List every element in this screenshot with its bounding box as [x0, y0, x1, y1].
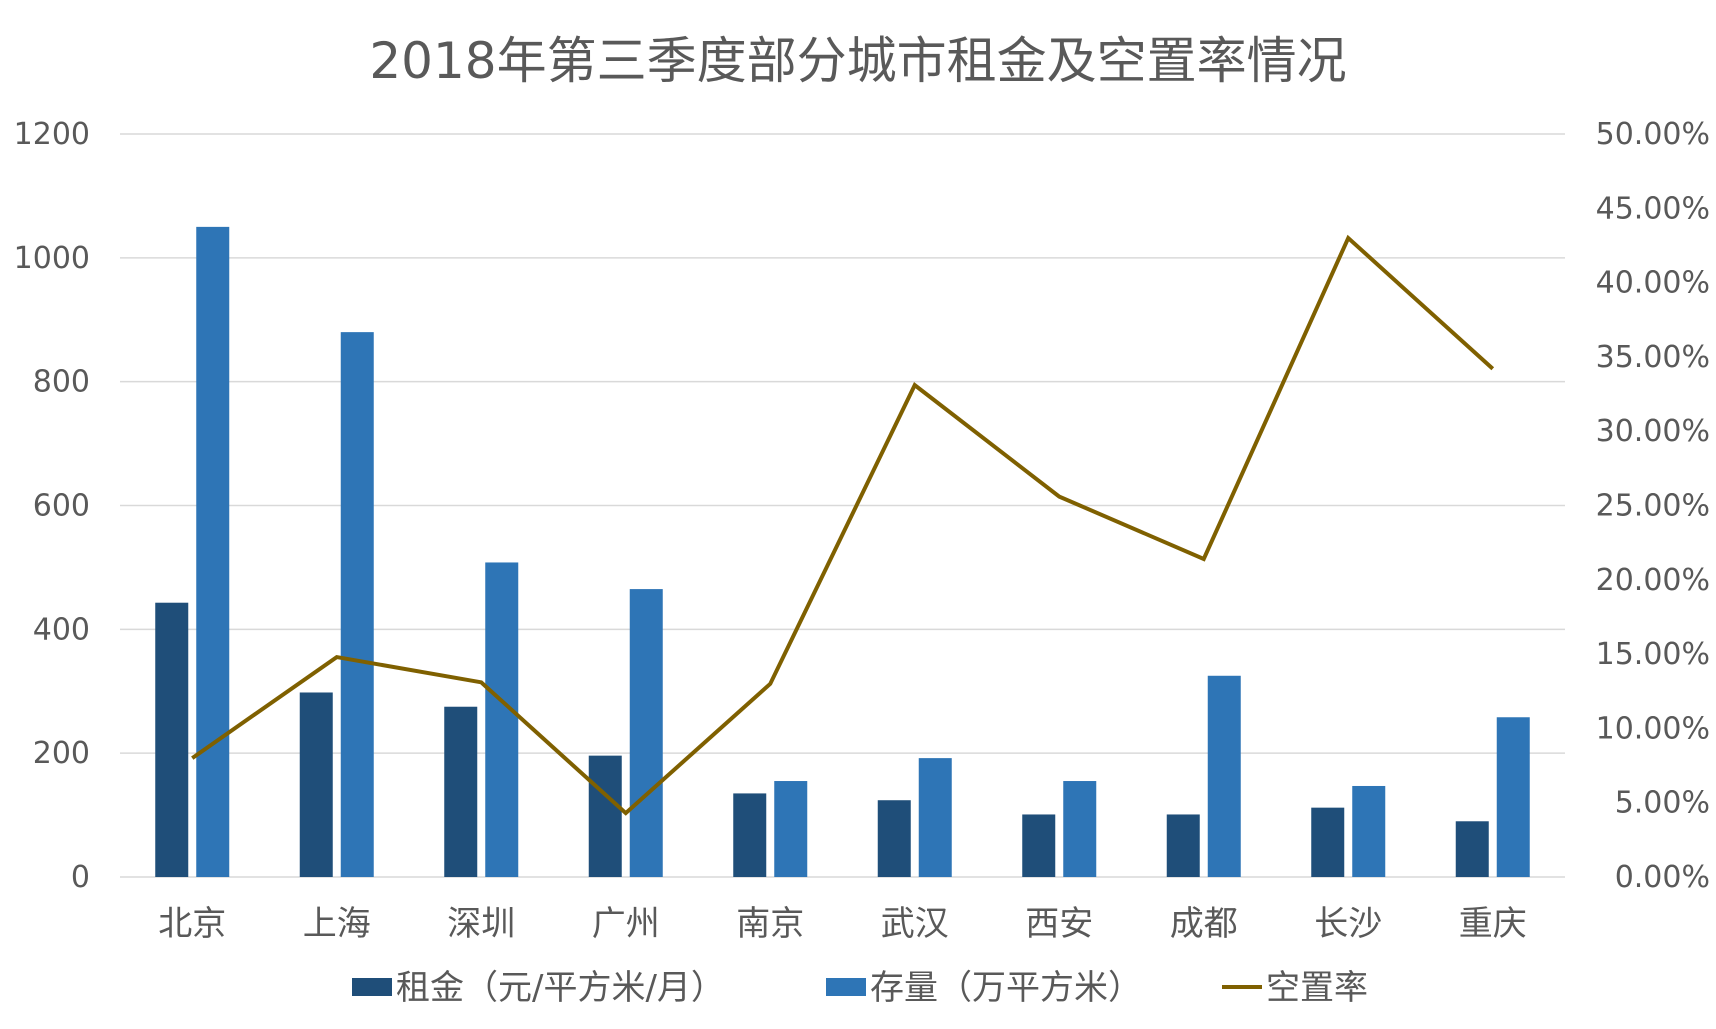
right-tick-label: 25.00%	[1596, 489, 1710, 524]
right-tick-label: 30.00%	[1596, 414, 1710, 449]
left-tick-label: 1200	[14, 117, 90, 152]
category-label: 北京	[158, 904, 226, 944]
category-label: 长沙	[1314, 904, 1382, 944]
right-axis: 0.00% 5.00% 10.00% 15.00% 20.00% 25.00% 30.00%…	[1596, 117, 1710, 895]
stock-bar-3	[629, 589, 663, 877]
legend-label-rent: 租金（元/平方米/月）	[396, 968, 725, 1008]
bars	[155, 226, 1530, 878]
legend-swatch-rent	[352, 978, 392, 996]
rent-bar-4	[733, 793, 767, 877]
vacancy-line	[191, 234, 1495, 816]
rent-bar-9	[1455, 821, 1489, 877]
category-label: 上海	[303, 904, 371, 944]
stock-bar-7	[1207, 675, 1241, 877]
right-tick-label: 5.00%	[1615, 786, 1710, 821]
vacancy-rate-line	[191, 234, 1495, 816]
stock-bar-4	[774, 781, 808, 877]
left-tick-label: 800	[33, 365, 90, 400]
rent-bar-5	[877, 800, 911, 877]
legend-label-vacancy: 空置率	[1266, 968, 1368, 1008]
rent-bar-6	[1022, 814, 1056, 877]
left-axis: 0 200 400 600 800 1000 1200	[14, 117, 90, 895]
category-label: 南京	[736, 904, 804, 944]
right-tick-label: 45.00%	[1596, 191, 1710, 226]
left-tick-label: 400	[33, 612, 90, 647]
stock-bar-1	[340, 332, 374, 878]
category-label: 西安	[1025, 904, 1093, 944]
right-tick-label: 10.00%	[1596, 711, 1710, 746]
stock-bar-2	[485, 562, 519, 877]
category-labels: 北京 上海 深圳 广州 南京 武汉 西安 成都 长沙 重庆	[158, 904, 1527, 944]
stock-bar-9	[1496, 717, 1530, 877]
legend: 租金（元/平方米/月） 存量（万平方米） 空置率	[352, 968, 1368, 1008]
right-tick-label: 35.00%	[1596, 340, 1710, 375]
right-tick-label: 15.00%	[1596, 637, 1710, 672]
rent-bar-2	[444, 706, 478, 877]
category-label: 深圳	[447, 904, 515, 944]
right-tick-label: 40.00%	[1596, 266, 1710, 301]
stock-bar-5	[918, 758, 952, 877]
right-tick-label: 50.00%	[1596, 117, 1710, 152]
rent-bar-0	[155, 602, 189, 877]
legend-label-stock: 存量（万平方米）	[870, 968, 1142, 1008]
category-label: 武汉	[881, 904, 949, 944]
category-label: 重庆	[1459, 904, 1527, 944]
rent-bar-3	[588, 755, 622, 877]
rent-bar-7	[1166, 814, 1200, 877]
stock-bar-6	[1063, 781, 1097, 877]
rent-bar-1	[299, 692, 333, 877]
legend-swatch-stock	[826, 978, 866, 996]
chart-title: 2018年第三季度部分城市租金及空置率情况	[369, 32, 1346, 90]
left-tick-label: 0	[71, 860, 90, 895]
left-tick-label: 200	[33, 736, 90, 771]
rent-bar-8	[1311, 807, 1345, 877]
right-tick-label: 20.00%	[1596, 563, 1710, 598]
stock-bar-0	[196, 226, 230, 877]
left-tick-label: 1000	[14, 241, 90, 276]
left-tick-label: 600	[33, 489, 90, 524]
category-label: 成都	[1170, 904, 1238, 944]
right-tick-label: 0.00%	[1615, 860, 1710, 895]
stock-bar-8	[1352, 785, 1386, 877]
category-label: 广州	[592, 904, 660, 944]
gridlines	[120, 133, 1565, 878]
